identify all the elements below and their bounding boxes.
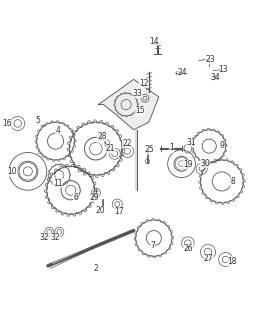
Text: 7: 7 bbox=[150, 241, 155, 250]
Text: 32: 32 bbox=[39, 233, 49, 242]
Text: 12: 12 bbox=[139, 79, 148, 88]
Text: 29: 29 bbox=[89, 193, 99, 202]
Text: 14: 14 bbox=[149, 36, 159, 45]
Text: 23: 23 bbox=[206, 55, 216, 64]
Text: 32: 32 bbox=[50, 233, 60, 242]
Text: 2: 2 bbox=[93, 264, 98, 273]
Text: 19: 19 bbox=[184, 160, 193, 169]
Text: 24: 24 bbox=[178, 68, 187, 77]
Text: 20: 20 bbox=[95, 206, 105, 215]
Text: 26: 26 bbox=[184, 244, 193, 253]
Polygon shape bbox=[98, 79, 159, 130]
Text: 1: 1 bbox=[169, 143, 174, 152]
Text: 25: 25 bbox=[144, 145, 154, 155]
Text: 21: 21 bbox=[106, 144, 115, 153]
Text: 16: 16 bbox=[2, 119, 12, 128]
Text: 11: 11 bbox=[53, 179, 62, 188]
Text: 10: 10 bbox=[7, 167, 17, 176]
Text: 15: 15 bbox=[135, 106, 145, 116]
Text: 31: 31 bbox=[186, 138, 196, 148]
Text: 22: 22 bbox=[122, 139, 132, 148]
Text: 18: 18 bbox=[228, 257, 237, 266]
Text: 33: 33 bbox=[133, 89, 142, 98]
Text: 3: 3 bbox=[97, 134, 102, 143]
Text: 8: 8 bbox=[230, 177, 235, 187]
Text: 28: 28 bbox=[98, 132, 107, 141]
Text: 4: 4 bbox=[56, 126, 60, 135]
Text: 27: 27 bbox=[204, 254, 214, 263]
Text: 5: 5 bbox=[36, 116, 40, 125]
Text: 17: 17 bbox=[114, 207, 124, 216]
Text: 13: 13 bbox=[218, 65, 228, 74]
Text: 9: 9 bbox=[219, 141, 224, 150]
Text: 34: 34 bbox=[210, 73, 220, 82]
Text: 30: 30 bbox=[200, 159, 210, 168]
Text: 6: 6 bbox=[73, 193, 78, 202]
